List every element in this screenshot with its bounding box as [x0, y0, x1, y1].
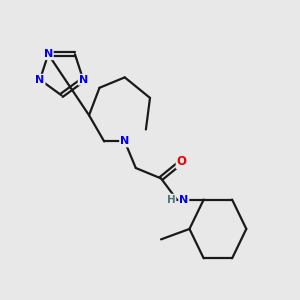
Text: H: H [167, 195, 176, 205]
Text: N: N [44, 49, 53, 59]
Text: N: N [120, 136, 129, 146]
Text: N: N [35, 75, 45, 85]
Text: N: N [179, 195, 188, 205]
Text: O: O [177, 155, 187, 168]
Text: N: N [79, 75, 88, 85]
